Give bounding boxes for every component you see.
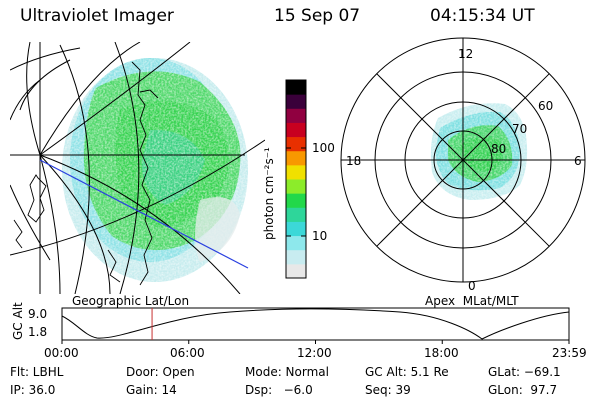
colorbar-unit-label: photon cm⁻²s⁻¹ xyxy=(262,147,276,240)
mlt-label-6: 6 xyxy=(574,154,582,168)
seq-status: Seq: 39 xyxy=(365,383,411,397)
colorbar-segment xyxy=(286,179,306,194)
filter-status: Flt: LBHL xyxy=(10,365,64,379)
glon-status: GLon: 97.7 xyxy=(488,383,558,397)
altitude-curve xyxy=(61,308,570,340)
lat-label-60: 60 xyxy=(538,99,554,113)
orbit-track xyxy=(39,159,249,269)
colorbar-segment xyxy=(286,207,306,222)
alt-tick-low: 1.8 xyxy=(28,325,48,339)
colorbar-segment xyxy=(286,164,306,180)
glat-status: GLat: −69.1 xyxy=(488,365,561,379)
lat-label-80: 80 xyxy=(491,142,507,156)
ip-status: IP: 36.0 xyxy=(10,383,56,397)
time-label: 04:15:34 UT xyxy=(430,6,535,26)
colorbar-segment xyxy=(286,249,306,265)
door-status: Door: Open xyxy=(126,365,195,379)
colorbar-segment xyxy=(286,221,306,237)
time-tick-1: 06:00 xyxy=(170,346,205,360)
colorbar-tick-100: 100 xyxy=(312,141,335,155)
colorbar-segment xyxy=(286,263,306,279)
mlt-label-12: 12 xyxy=(458,47,474,61)
colorbar-segment xyxy=(286,108,306,123)
altitude-plot xyxy=(61,307,570,344)
mlt-label-18: 18 xyxy=(346,154,362,168)
gain-status: Gain: 14 xyxy=(126,383,177,397)
colorbar-segment xyxy=(286,150,306,166)
colorbar-segment xyxy=(286,94,306,109)
colorbar-segment xyxy=(286,122,306,138)
time-tick-2: 12:00 xyxy=(297,346,332,360)
date-label: 15 Sep 07 xyxy=(274,6,361,26)
dsp-status: Dsp: −6.0 xyxy=(245,383,313,397)
polar-plot xyxy=(340,37,586,283)
colorbar-segment xyxy=(286,136,306,152)
colorbar-segment xyxy=(286,193,306,208)
colorbar-segment xyxy=(286,235,306,251)
gc-alt-status: GC Alt: 5.1 Re xyxy=(365,365,449,379)
alt-tick-high: 9.0 xyxy=(28,307,48,321)
geographic-map xyxy=(10,42,265,294)
lat-label-70: 70 xyxy=(512,122,528,136)
mode-status: Mode: Normal xyxy=(245,365,329,379)
time-tick-3: 18:00 xyxy=(424,346,459,360)
alt-axis-label: GC Alt xyxy=(11,302,25,340)
mlt-label-0: 0 xyxy=(468,279,476,293)
right-panel-caption: Apex MLat/MLT xyxy=(425,294,519,308)
colorbar xyxy=(285,79,307,279)
left-panel-caption: Geographic Lat/Lon xyxy=(72,294,190,308)
colorbar-tick-10: 10 xyxy=(312,229,328,243)
time-tick-0: 00:00 xyxy=(44,346,79,360)
colorbar-segment xyxy=(286,80,306,95)
time-tick-4: 23:59 xyxy=(552,346,587,360)
app-title: Ultraviolet Imager xyxy=(20,6,174,26)
